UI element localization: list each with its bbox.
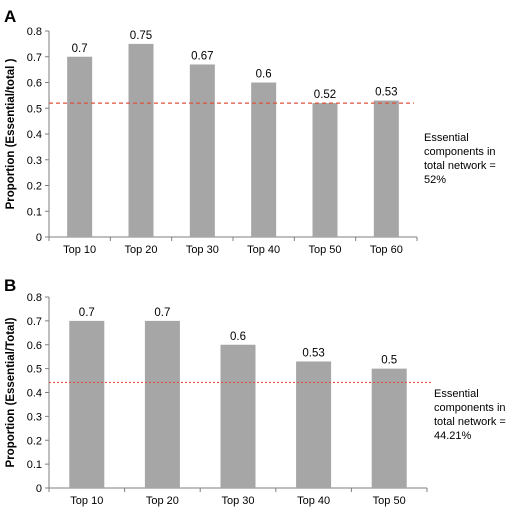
bar: [128, 43, 154, 237]
data-label: 0.5: [381, 355, 397, 367]
data-label: 0.7: [72, 43, 88, 55]
bar: [251, 82, 277, 237]
reference-annotation-line: Essential: [434, 388, 479, 400]
y-tick-label: 0.1: [27, 206, 42, 218]
x-tick-label: Top 10: [70, 495, 103, 507]
bar: [67, 56, 93, 237]
y-axis-label: Proportion (Essential/Total): [5, 317, 17, 467]
reference-annotation-line: 52%: [424, 174, 446, 186]
bar: [220, 344, 256, 488]
y-axis-label: Proportion (Essential/total ): [5, 58, 17, 209]
reference-annotation-line: 44.21%: [434, 430, 472, 442]
data-label: 0.52: [314, 89, 336, 101]
bar: [371, 368, 407, 488]
x-tick-label: Top 30: [221, 495, 254, 507]
reference-annotation-line: total network =: [424, 160, 496, 172]
panel-letter-b: B: [4, 276, 16, 295]
y-tick-label: 0.1: [27, 459, 42, 471]
x-tick-label: Top 50: [308, 244, 341, 256]
data-label: 0.53: [375, 87, 397, 99]
y-tick-label: 0.3: [27, 155, 42, 167]
x-tick-label: Top 10: [63, 244, 96, 256]
bar: [296, 361, 332, 488]
bar: [144, 320, 180, 488]
data-label: 0.6: [230, 331, 246, 343]
y-tick-label: 0.4: [27, 129, 42, 141]
x-tick-label: Top 40: [247, 244, 280, 256]
x-tick-label: Top 40: [297, 495, 330, 507]
bar: [373, 100, 399, 238]
data-label: 0.67: [191, 50, 213, 62]
bar: [69, 320, 105, 488]
y-tick-label: 0.2: [27, 181, 42, 193]
data-label: 0.6: [256, 69, 272, 81]
chart-panel-a: A 0 0.1 0.2 0.3 0.4 0.5 0.6 0.7 0.8 0.7 Top 10 0.75…: [4, 7, 496, 256]
y-tick-label: 0.3: [27, 411, 42, 423]
x-tick-label: Top 20: [146, 495, 179, 507]
y-tick-label: 0: [36, 483, 42, 495]
y-tick-label: 0.5: [27, 364, 42, 376]
reference-annotation-line: components in: [434, 402, 506, 414]
y-tick-label: 0.8: [27, 26, 42, 38]
y-tick-label: 0.7: [27, 316, 42, 328]
data-label: 0.7: [154, 307, 170, 319]
y-tick-label: 0.7: [27, 52, 42, 64]
reference-annotation-line: total network =: [434, 416, 506, 428]
y-tick-label: 0.5: [27, 103, 42, 115]
y-tick-label: 0.6: [27, 78, 42, 90]
data-label: 0.75: [130, 30, 152, 42]
y-tick-label: 0.2: [27, 435, 42, 447]
reference-annotation-line: Essential: [424, 132, 469, 144]
panel-letter-a: A: [4, 7, 16, 26]
reference-annotation-line: components in: [424, 146, 496, 158]
x-tick-label: Top 20: [124, 244, 157, 256]
chart-panel-b: B 0 0.1 0.2 0.3 0.4 0.5 0.6 0.7 0.8 0.7 Top 10 0.7 T…: [4, 276, 506, 507]
x-tick-label: Top 30: [186, 244, 219, 256]
y-tick-label: 0.8: [27, 292, 42, 304]
y-tick-label: 0.4: [27, 388, 42, 400]
bar: [189, 64, 215, 237]
y-tick-label: 0.6: [27, 340, 42, 352]
x-tick-label: Top 60: [370, 244, 403, 256]
bar: [312, 103, 338, 237]
data-label: 0.7: [79, 307, 95, 319]
data-label: 0.53: [302, 347, 324, 359]
y-tick-label: 0: [36, 232, 42, 244]
x-tick-label: Top 50: [373, 495, 406, 507]
